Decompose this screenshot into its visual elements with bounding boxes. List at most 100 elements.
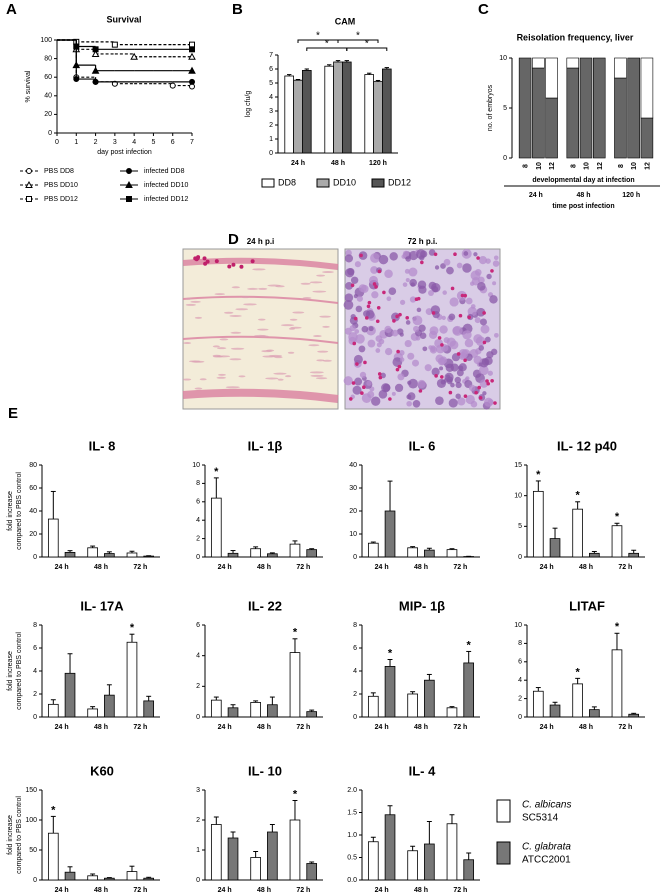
bar [227,707,239,718]
y-tick-label: 6 [269,66,273,73]
bar-segment [614,77,627,159]
cell [485,258,491,264]
cell [322,359,332,362]
cell [367,339,376,348]
cell [309,371,324,374]
cell [492,281,497,286]
fungal-cell [362,385,366,390]
bar [384,510,396,558]
bar [87,547,98,558]
significance: * [365,39,369,50]
tissue-band [182,388,339,403]
y-tick-label: 0 [353,554,357,561]
bar [384,666,396,718]
fungal-cell [214,259,219,264]
y-tick-label: 0 [353,714,357,721]
x-tick-label: 48 h [414,887,428,892]
y-tick-label: 0.5 [347,854,357,861]
cell [230,347,245,350]
cell [247,287,259,290]
fungal-cell [377,372,382,376]
bar-segment [592,57,606,159]
cell [446,337,456,347]
marker [126,196,132,202]
x-tick-label: 24 h [375,724,389,731]
bar [64,552,76,558]
y-axis-label: fold increase compared to PBS control [7,796,23,874]
y-tick-label: 1.0 [347,832,357,839]
y-tick-label: 0 [518,554,522,561]
bar [611,525,623,558]
cell [361,325,369,333]
x-tick-label: 12 [549,162,556,170]
bar [611,649,623,718]
chart-title: K60 [90,763,114,778]
cell [396,328,404,335]
bar [267,831,278,881]
cell [268,354,282,357]
bar [104,694,115,718]
x-tick-label: 0 [55,139,59,146]
image-title: 72 h p.i. [408,237,438,246]
x-tick-label: 72 h [618,564,632,571]
bar [463,859,475,881]
cell [194,387,203,390]
bar [532,490,544,558]
cell [310,374,324,377]
cell [406,394,412,400]
cell [400,299,406,305]
cell [399,350,405,356]
x-tick-label: 24 h [55,887,69,892]
y-tick-label: 0 [518,714,522,721]
cell [358,284,367,293]
bar-segment [579,57,593,159]
cell [257,328,269,331]
y-tick-label: 1 [196,847,200,854]
fungal-cell [478,396,483,400]
bar [210,497,222,558]
cell [478,362,483,367]
y-tick-label: 5 [518,523,522,530]
chart-title: IL- 10 [248,763,282,778]
bar [47,703,59,718]
cell [238,375,246,378]
fungal-cell [493,401,497,405]
cell [343,300,354,310]
cell [462,263,472,273]
fungal-cell [376,306,381,310]
bar-segment [566,67,580,159]
fungal-cell [460,293,465,298]
cell [397,373,405,381]
x-tick-label: 72 h [133,887,147,892]
cell [455,393,461,399]
cell [478,365,489,376]
significance: * [576,666,581,678]
marker [72,61,81,69]
fungal-cell [377,269,382,274]
cell [235,308,249,311]
cell [378,254,389,265]
cell [410,282,415,287]
cell [391,329,399,337]
bar [424,549,435,558]
y-tick-label: 15 [514,462,522,469]
cell [475,336,486,347]
y-tick-label: 80 [29,462,37,469]
bar [384,814,396,881]
x-tick-label: 72 h [296,724,310,731]
y-tick-label: 6 [196,499,200,506]
bar [47,518,59,558]
fungal-cell [202,256,207,261]
cell [258,318,266,321]
bar [284,75,294,154]
cell [216,376,227,379]
y-tick-label: 5 [269,80,273,87]
cell [309,281,323,284]
y-axis-label: no. of embryos [487,84,494,131]
cell [437,357,446,366]
significance: * [51,804,56,816]
x-axis-label: time post infection [552,203,614,210]
y-tick-label: 3 [196,787,200,794]
bar [463,662,475,718]
bar-segment [566,57,580,69]
